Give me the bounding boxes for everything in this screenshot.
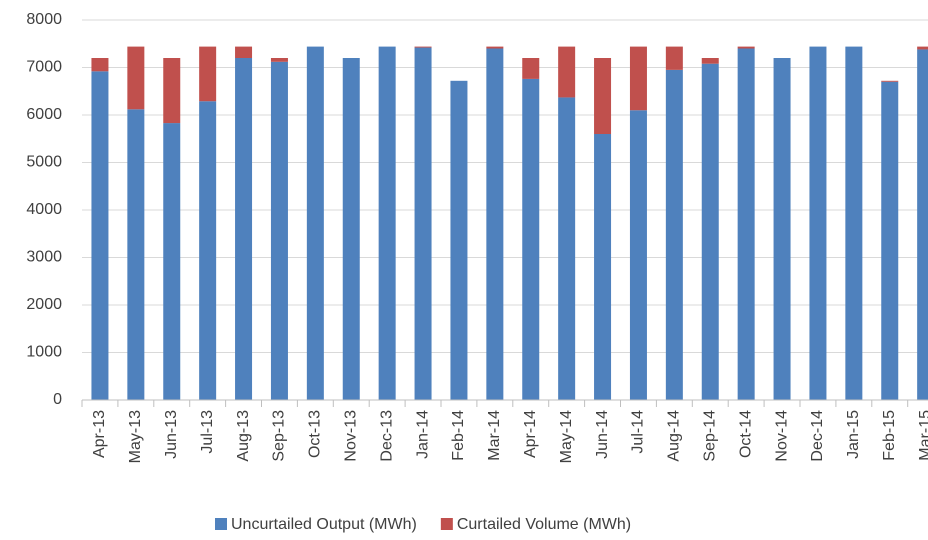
- bar-segment: [522, 58, 540, 79]
- x-tick-label: Oct-14: [737, 410, 754, 458]
- x-tick-label: Aug-14: [666, 410, 683, 462]
- bar-segment: [558, 97, 576, 401]
- bar-segment: [594, 134, 612, 400]
- legend-swatch: [440, 518, 453, 530]
- bar-segment: [91, 71, 109, 401]
- y-tick-label: 8000: [26, 11, 62, 28]
- x-tick-label: Jul-14: [630, 410, 647, 454]
- bar-segment: [270, 58, 288, 62]
- x-tick-label: May-14: [558, 410, 575, 463]
- x-tick-label: Feb-15: [881, 410, 898, 461]
- bar-segment: [522, 78, 540, 401]
- bar-segment: [917, 46, 928, 50]
- bar-segment: [809, 46, 827, 400]
- bar-segment: [701, 58, 719, 64]
- x-tick-label: Feb-14: [450, 410, 467, 461]
- x-tick-label: Dec-14: [809, 410, 826, 462]
- bar-segment: [881, 80, 899, 82]
- bar-segment: [701, 63, 719, 400]
- x-tick-label: Apr-14: [522, 410, 539, 458]
- y-tick-label: 6000: [26, 106, 62, 123]
- bar-segment: [235, 58, 253, 400]
- bar-segment: [665, 69, 683, 400]
- bar-segment: [270, 61, 288, 401]
- x-tick-label: Mar-15: [917, 410, 928, 461]
- x-tick-label: Jan-14: [414, 410, 431, 459]
- bar-segment: [414, 46, 432, 48]
- bar-segment: [737, 46, 755, 49]
- bar-segment: [414, 47, 432, 401]
- bar-segment: [737, 48, 755, 400]
- x-tick-label: Jan-15: [845, 410, 862, 459]
- bar-segment: [629, 110, 647, 400]
- bar-segment: [127, 46, 145, 110]
- bar-segment: [306, 46, 324, 400]
- bar-segment: [917, 49, 928, 400]
- x-tick-label: Nov-14: [773, 410, 790, 462]
- bar-segment: [845, 46, 863, 400]
- bar-segment: [378, 46, 396, 400]
- x-tick-label: May-13: [127, 410, 144, 463]
- legend: Uncurtailed Output (MWh) Curtailed Volume…: [215, 516, 631, 533]
- bar-segment: [163, 123, 181, 400]
- bar-segment: [486, 48, 504, 400]
- y-tick-label: 3000: [26, 249, 62, 266]
- y-tick-label: 5000: [26, 154, 62, 171]
- y-tick-label: 0: [53, 391, 62, 408]
- bar-segment: [629, 46, 647, 111]
- x-tick-label: Oct-13: [307, 410, 324, 458]
- y-tick-label: 4000: [26, 201, 62, 218]
- x-tick-label: Dec-13: [378, 410, 395, 462]
- y-tick-label: 7000: [26, 59, 62, 76]
- bar-segment: [594, 58, 612, 134]
- bar-segment: [773, 58, 791, 400]
- y-tick-label: 1000: [26, 344, 62, 361]
- bar-segment: [486, 46, 504, 49]
- bar-segment: [235, 46, 253, 58]
- x-tick-label: Sep-14: [701, 410, 718, 462]
- x-tick-label: Sep-13: [271, 410, 288, 462]
- bar-segment: [558, 46, 576, 98]
- x-tick-label: Jun-13: [163, 410, 180, 459]
- x-tick-label: Mar-14: [486, 410, 503, 461]
- bar-segment: [342, 58, 360, 400]
- bar-segment: [91, 58, 109, 72]
- x-tick-label: Aug-13: [235, 410, 252, 462]
- x-tick-label: Nov-13: [342, 410, 359, 462]
- bar-segment: [163, 58, 181, 124]
- bar-segment: [127, 109, 145, 401]
- bar-segment: [881, 81, 899, 400]
- legend-label: Uncurtailed Output (MWh): [231, 516, 417, 533]
- bar-segment: [199, 46, 217, 102]
- x-tick-label: Apr-13: [91, 410, 108, 458]
- legend-swatch: [215, 518, 227, 530]
- y-tick-label: 2000: [26, 296, 62, 313]
- x-tick-label: Jun-14: [594, 410, 611, 459]
- legend-label: Curtailed Volume (MWh): [457, 516, 631, 533]
- bar-segment: [450, 80, 468, 401]
- bar-segment: [665, 46, 683, 70]
- bar-segment: [199, 101, 217, 400]
- x-tick-label: Jul-13: [199, 410, 216, 454]
